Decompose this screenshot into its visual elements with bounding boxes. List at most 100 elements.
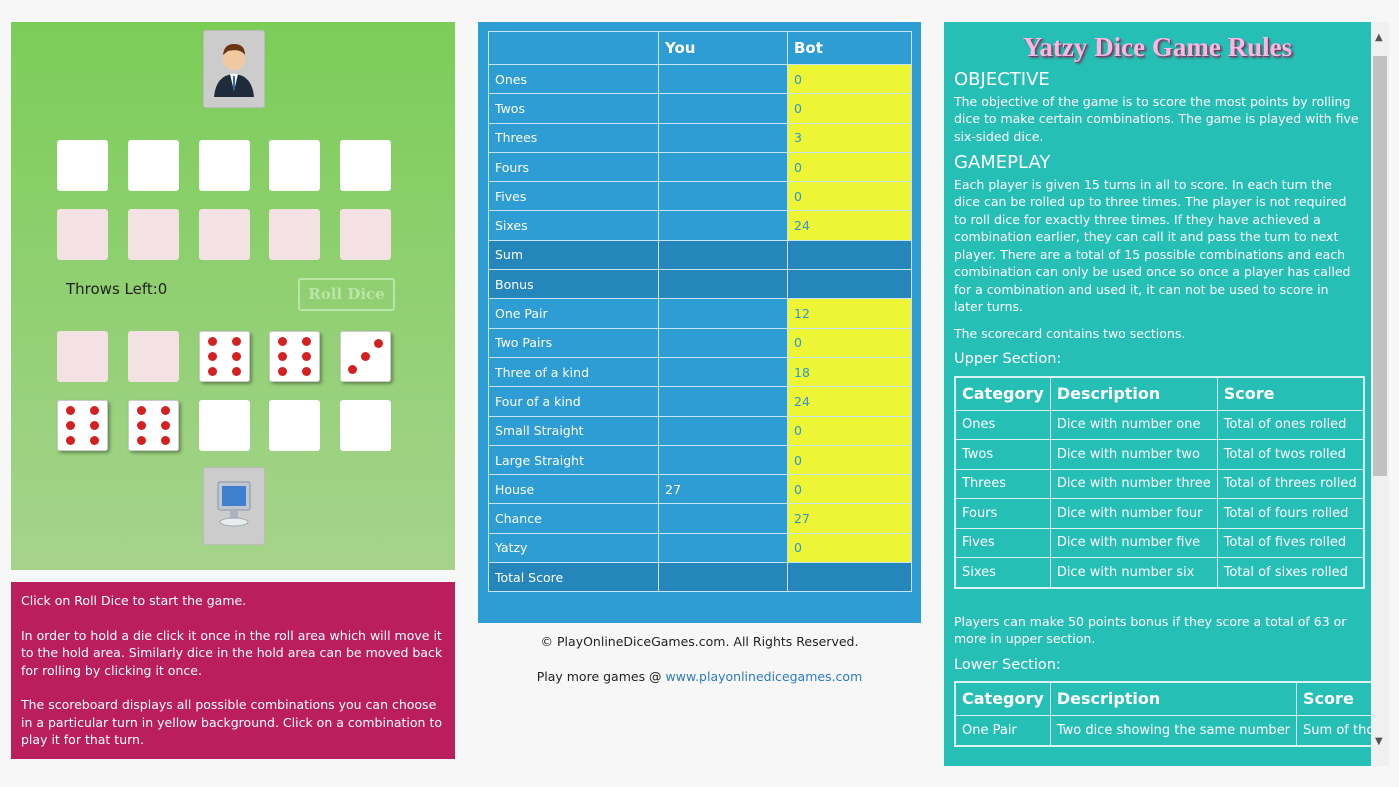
bot-cell: 0 [787,474,912,505]
bot-cell: 24 [787,210,912,241]
play-more: Play more games @ www.playonlinedicegame… [478,669,921,684]
die-slot [340,140,391,191]
score-row: One Pair 12 [488,298,912,329]
bot-cell: 0 [787,327,912,358]
lower-table: Category Description Score One Pair Two dice… [954,681,1371,747]
upper-table: Category Description Score Ones Dice with nu… [954,375,1365,589]
you-cell [658,415,788,446]
scrollbar[interactable]: ▲ ▼ [1371,22,1389,766]
score-row: Threes 3 [488,122,912,153]
row-label: Twos [488,93,659,124]
you-cell [658,327,788,358]
header-cell [488,31,659,65]
bot-cell: 0 [787,151,912,183]
header-cell: Bot [787,31,912,65]
row-label: Sixes [488,210,659,241]
copyright: © PlayOnlineDiceGames.com. All Rights Re… [540,634,859,649]
site-link[interactable]: www.playonlinedicegames.com [665,669,863,684]
row-label: Total Score [488,562,659,593]
rule-cell: Total of ones rolled [1216,409,1365,440]
header-cell: Description [1049,376,1218,411]
header-cell: You [658,31,788,65]
player-avatar [203,30,265,108]
pip [160,405,170,415]
bot-cell: 24 [787,386,912,417]
you-cell [658,503,788,534]
rule-cell: Dice with number three [1049,468,1218,499]
row-label: Fours [488,151,659,183]
bot-cell: 18 [787,356,912,388]
score-row: Large Straight 0 [488,444,912,476]
you-cell [658,181,788,212]
rule-cell: Total of twos rolled [1216,439,1365,470]
you-cell [658,532,788,564]
you-cell [658,122,788,153]
row-label: Ones [488,63,659,95]
scorecard: You Bot Ones 0 Twos 0 Threes 3 Fours 0 Fives 0 Sixes… [478,22,921,623]
die-slot [57,209,108,260]
game-board: Throws Left:0 Roll Dice [11,22,455,570]
subheading: Upper Section: [954,351,1062,367]
score-row: Two Pairs 0 [488,327,912,358]
roll-dice-button[interactable]: Roll Dice [298,278,395,311]
pip [137,436,147,446]
avatar-icon [214,44,254,97]
row-label: Bonus [488,269,659,300]
pip [348,364,358,374]
row-label: Yatzy [488,532,659,564]
score-row: Small Straight 0 [488,415,912,446]
scroll-up[interactable]: ▲ [1375,32,1383,43]
rule-row: One Pair Two dice showing the same number… [954,715,1371,746]
bot-cell [787,239,912,271]
rule-cell: Total of threes rolled [1216,468,1365,499]
pip [231,367,241,377]
header-cell: Category [954,681,1051,716]
pip [137,421,147,430]
row-label: Three of a kind [488,356,659,388]
bot-cell [787,269,912,300]
die-slot [57,140,108,191]
rules-title: Yatzy Dice Game Rules [1022,32,1293,62]
scrollbar-thumb[interactable] [1373,56,1387,476]
bot-cell: 0 [787,444,912,476]
row-label: Two Pairs [488,327,659,358]
rule-cell: Dice with number six [1049,557,1218,588]
die-slot [128,140,179,191]
header-cell: Score [1216,376,1365,411]
rule-row: Sixes Dice with number six Total of sixes … [954,557,1365,588]
pip [278,336,288,346]
you-cell [658,93,788,124]
you-cell [658,239,788,271]
rule-row: Twos Dice with number two Total of twos ro… [954,439,1365,470]
instruction: The scoreboard displays all possible com… [21,697,443,747]
die [128,400,179,451]
you-cell [658,269,788,300]
pip [89,405,99,415]
rule-cell: Dice with number two [1049,439,1218,470]
pip [160,436,170,446]
bot-cell: 0 [787,532,912,564]
you-cell [658,151,788,183]
pip [89,421,99,430]
bot-cell: 0 [787,415,912,446]
score-row: Fives 0 [488,181,912,212]
pip [278,352,288,361]
rule-cell: Total of fours rolled [1216,498,1365,529]
scroll-down[interactable]: ▼ [1375,736,1383,747]
row-label: Four of a kind [488,386,659,417]
bot-cell: 3 [787,122,912,153]
rule-cell: Total of sixes rolled [1216,557,1365,588]
bot-cell: 0 [787,181,912,212]
pip [373,339,383,349]
pip [231,336,241,346]
rule-cell: Sixes [954,557,1051,588]
row-label: House [488,474,659,505]
score-row: Ones 0 [488,63,912,95]
die-slot [128,331,179,382]
play-more-text: Play more games @ [536,669,662,684]
rule-row: Fives Dice with number five Total of fives… [954,527,1365,558]
rule-cell: Total of fives rolled [1216,527,1365,558]
rule-cell: Sum of those two dice [1296,715,1371,746]
die-slot [340,209,391,260]
rule-cell: Fives [954,527,1051,558]
